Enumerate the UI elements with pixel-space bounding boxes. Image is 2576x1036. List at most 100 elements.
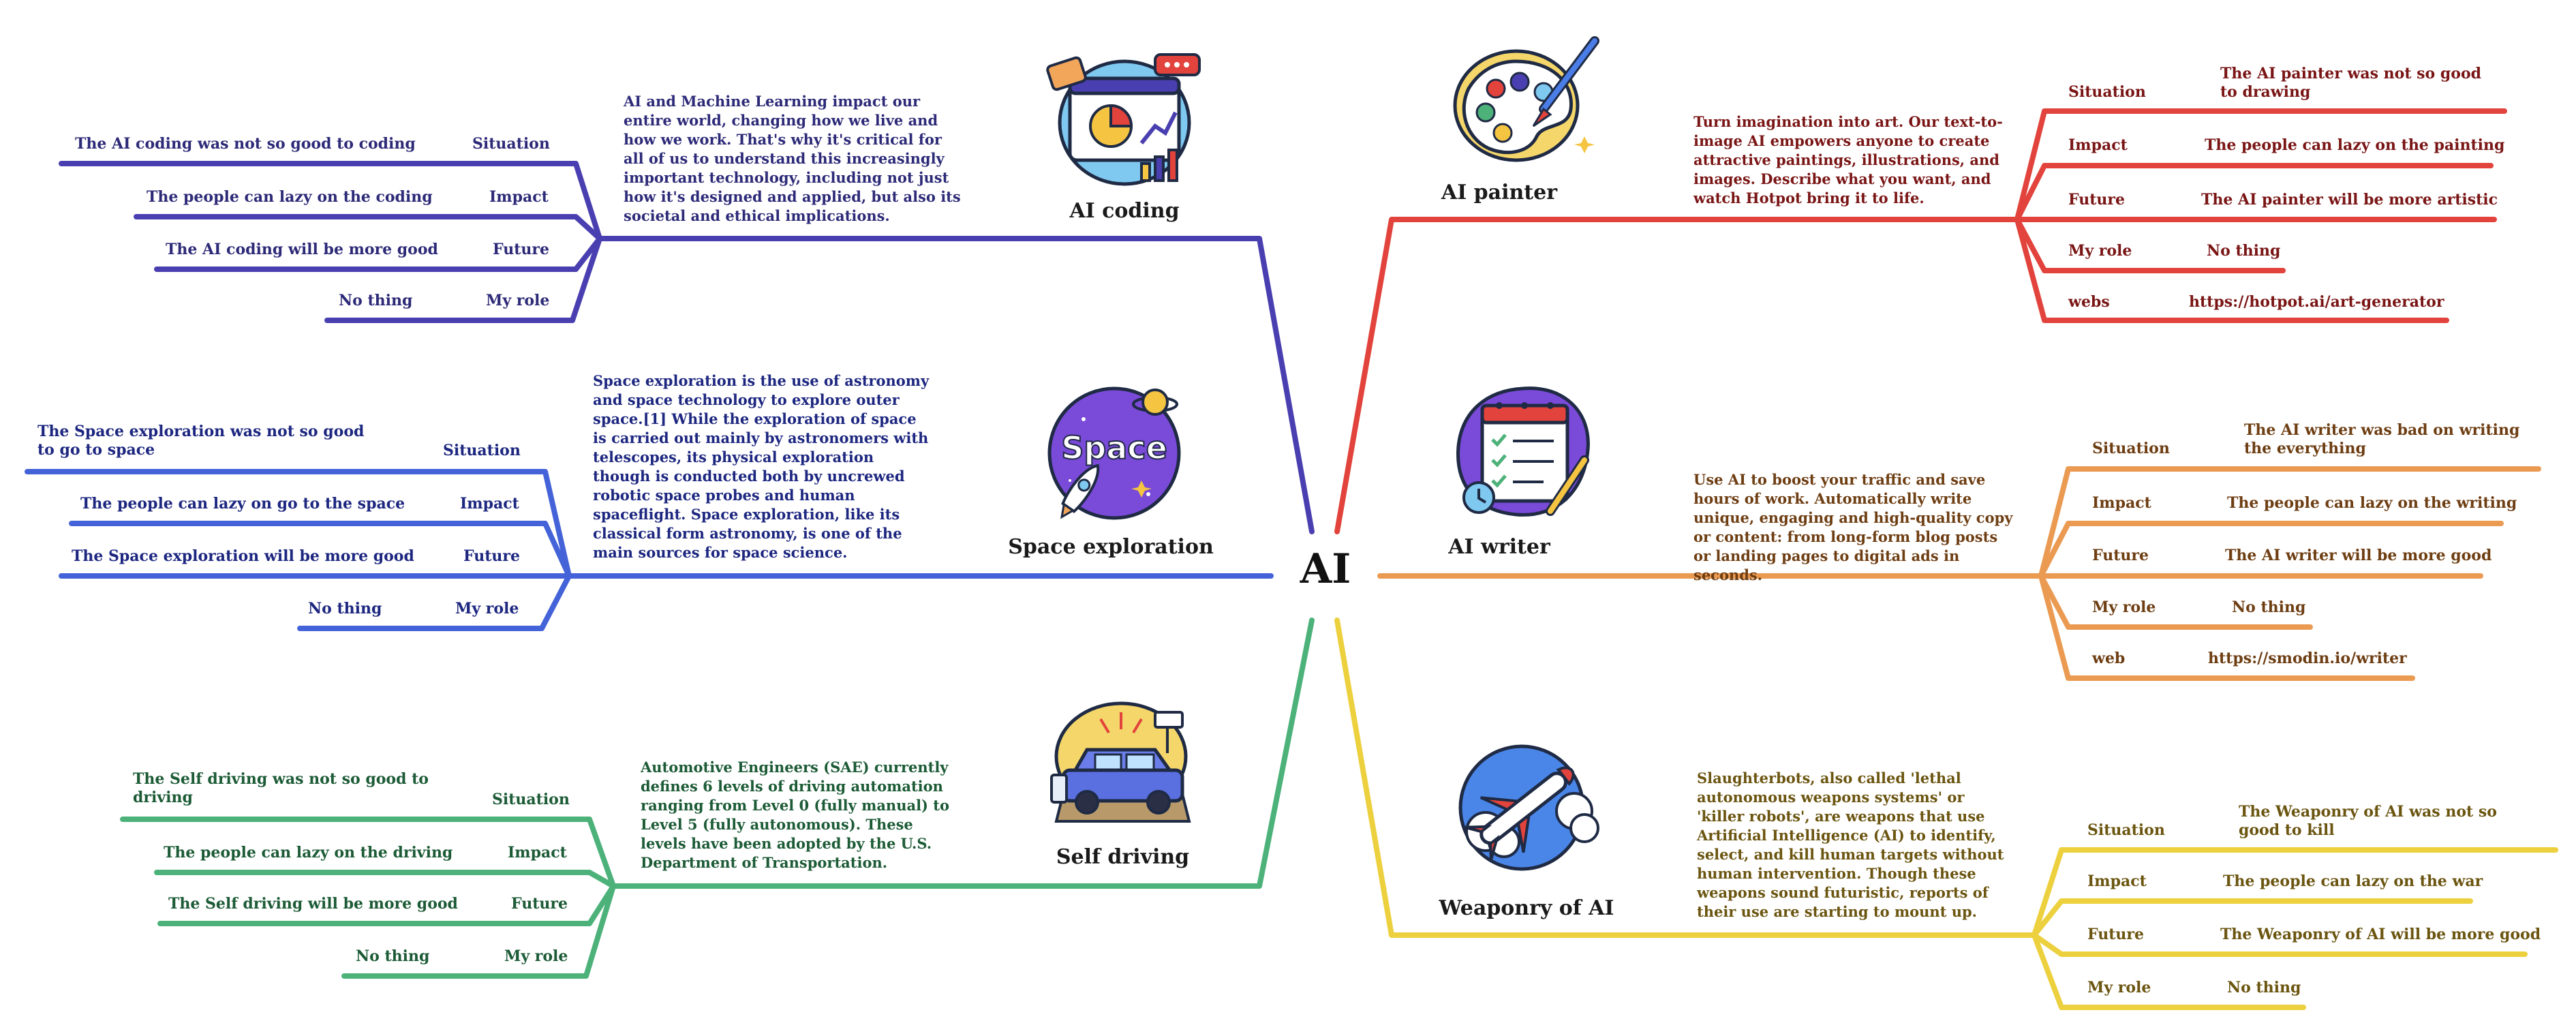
painter-connectors	[1334, 108, 2507, 534]
coding-item-value: The AI coding will be more good	[166, 241, 438, 258]
space-description: Space exploration is the use of astronom…	[593, 372, 930, 561]
writer-description: Use AI to boost your traffic and save ho…	[1693, 471, 2013, 583]
weaponry-item-value: The Weaponry of AI was not so good to ki…	[2239, 803, 2497, 839]
painter-item-label: Impact	[2068, 136, 2128, 154]
writer-item-label: My role	[2092, 598, 2156, 616]
space-connectors	[25, 469, 1274, 631]
coding-description: AI and Machine Learning impact our entir…	[624, 93, 961, 224]
writer-connectors	[1377, 466, 2541, 681]
writer-item-label: Future	[2092, 547, 2149, 564]
space-item-label: My role	[455, 600, 519, 618]
writer-item-value: The people can lazy on the writing	[2227, 494, 2517, 512]
coding-item-line-4	[324, 236, 602, 323]
presentation-chart-icon	[1046, 53, 1201, 186]
painter-item-value: https://hotpot.ai/art-generator	[2189, 293, 2444, 311]
paint-palette-icon	[1453, 36, 1599, 162]
coding-item-label: Situation	[472, 135, 550, 153]
painter-item-value: The AI painter will be more artistic	[2201, 191, 2498, 209]
painter-title: AI painter	[1441, 181, 1558, 204]
painter-trunk	[1334, 217, 2020, 534]
weaponry-item-line-2	[2031, 898, 2473, 938]
driving-item-label: Situation	[492, 791, 570, 808]
driving-item-label: Future	[511, 895, 568, 913]
coding-item-label: Impact	[489, 188, 549, 206]
driving-connectors	[120, 618, 1315, 979]
driving-item-value: The Self driving was not so good to driv…	[133, 770, 429, 806]
painter-item-line-2	[2014, 163, 2494, 222]
weaponry-item-line-1	[2031, 847, 2558, 938]
weaponry-title: Weaponry of AI	[1439, 896, 1614, 920]
driving-item-label: My role	[504, 947, 568, 965]
weaponry-trunk	[1334, 618, 2037, 938]
painter-item-line-4	[2014, 217, 2286, 273]
coding-item-value: The AI coding was not so good to coding	[75, 135, 416, 153]
driving-item-line-2	[154, 870, 616, 889]
writer-item-value: The AI writer was bad on writing the eve…	[2244, 421, 2520, 457]
driving-trunk	[611, 618, 1315, 889]
writer-item-value: The AI writer will be more good	[2225, 547, 2492, 564]
space-item-label: Situation	[443, 442, 521, 459]
driving-item-value: No thing	[356, 947, 430, 965]
space-icon-text: Space	[1061, 429, 1167, 466]
space-item-label: Impact	[460, 495, 519, 513]
weaponry-item-label: Situation	[2087, 821, 2165, 839]
painter-item-label: Situation	[2068, 83, 2146, 101]
weaponry-item-value: The people can lazy on the war	[2223, 872, 2483, 890]
coding-item-value: No thing	[339, 292, 413, 309]
writing-checklist-icon	[1456, 386, 1590, 517]
painter-item-label: webs	[2068, 293, 2110, 311]
coding-item-line-1	[59, 161, 602, 241]
writer-item-line-1	[2038, 466, 2541, 579]
driving-description: Automotive Engineers (SAE) currently def…	[641, 759, 950, 871]
writer-item-line-4	[2038, 573, 2313, 630]
coding-item-label: Future	[493, 241, 549, 258]
space-item-line-1	[25, 469, 572, 579]
weaponry-item-line-3	[2031, 932, 2528, 957]
root-node-label: AI	[1300, 545, 1351, 593]
writer-title: AI writer	[1448, 535, 1550, 559]
space-item-line-4	[297, 573, 572, 631]
weaponry-item-label: Impact	[2087, 872, 2147, 890]
writer-item-label: Situation	[2092, 440, 2170, 457]
writer-item-value: No thing	[2232, 598, 2306, 616]
driving-item-line-4	[341, 883, 616, 979]
weaponry-item-value: No thing	[2227, 979, 2301, 996]
coding-item-label: My role	[486, 292, 550, 309]
writer-item-label: web	[2092, 650, 2126, 667]
writer-item-label: Impact	[2092, 494, 2151, 512]
space-item-line-2	[69, 521, 572, 579]
weaponry-item-label: My role	[2087, 979, 2151, 996]
weaponry-item-line-4	[2031, 932, 2306, 1010]
painter-item-line-1	[2014, 108, 2507, 222]
space-item-label: Future	[463, 547, 520, 565]
coding-item-line-3	[154, 236, 602, 272]
driving-item-value: The people can lazy on the driving	[164, 844, 453, 862]
weaponry-description: Slaughterbots, also called 'lethal auton…	[1697, 770, 2004, 920]
writer-item-line-2	[2038, 521, 2504, 579]
weaponry-connectors	[1334, 618, 2558, 1010]
painter-item-value: No thing	[2207, 242, 2281, 260]
driving-item-label: Impact	[508, 844, 567, 862]
writer-item-line-5	[2038, 573, 2415, 681]
space-rocket-icon: Space	[1047, 386, 1181, 520]
space-item-value: The Space exploration will be more good	[72, 547, 414, 565]
space-item-value: The Space exploration was not so good to…	[37, 423, 365, 459]
painter-item-value: The people can lazy on the painting	[2205, 136, 2505, 154]
driving-title: Self driving	[1056, 845, 1190, 869]
space-item-value: The people can lazy on go to the space	[80, 495, 405, 513]
driving-item-value: The Self driving will be more good	[168, 895, 458, 913]
writer-item-value: https://smodin.io/writer	[2208, 650, 2407, 667]
driving-item-line-3	[157, 883, 616, 926]
weaponry-item-label: Future	[2087, 926, 2144, 943]
coding-item-value: The people can lazy on the coding	[147, 188, 433, 206]
painter-item-line-5	[2014, 217, 2449, 323]
painter-description: Turn imagination into art. Our text-to-i…	[1693, 113, 2003, 207]
space-item-value: No thing	[308, 600, 382, 618]
coding-title: AI coding	[1069, 199, 1180, 223]
coding-item-line-2	[134, 214, 602, 241]
coding-connectors	[59, 161, 1315, 534]
painter-item-label: Future	[2068, 191, 2125, 209]
driving-item-line-1	[120, 817, 616, 889]
